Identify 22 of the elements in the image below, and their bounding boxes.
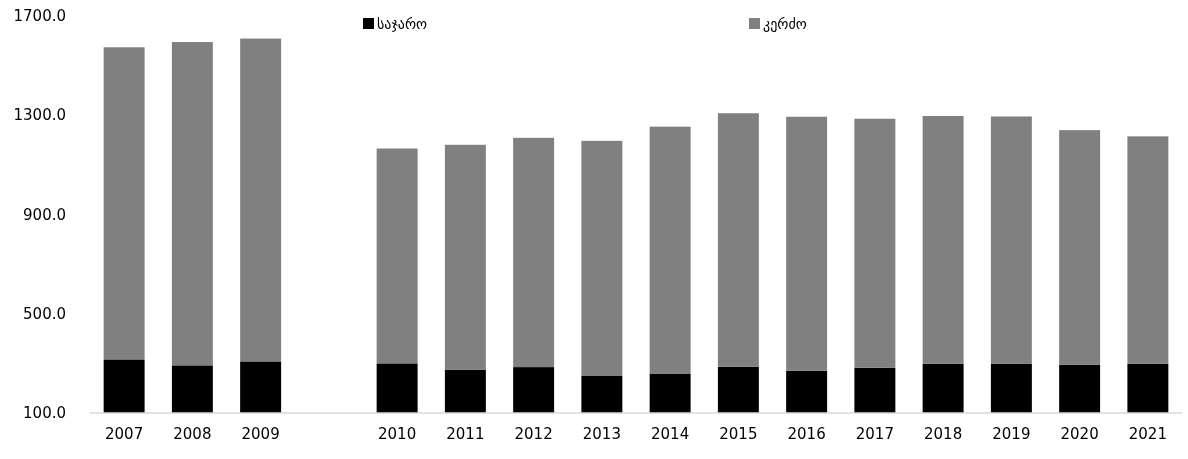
legend-label: კერძო — [763, 16, 807, 32]
y-tick-label: 1300.0 — [13, 106, 66, 125]
x-tick-label: 2007 — [105, 425, 144, 443]
x-tick-label: 2017 — [855, 425, 894, 443]
x-tick-label: 2011 — [446, 425, 485, 443]
x-tick-label: 2019 — [992, 425, 1031, 443]
y-tick-label: 500.0 — [23, 304, 66, 323]
x-tick-label: 2009 — [241, 425, 280, 443]
x-tick-label: 2013 — [582, 425, 621, 443]
x-tick-label: 2018 — [924, 425, 963, 443]
x-tick-label: 2012 — [514, 425, 553, 443]
x-tick-label: 2016 — [787, 425, 826, 443]
x-tick-label: 2020 — [1060, 425, 1099, 443]
y-tick-label: 1700.0 — [13, 7, 66, 25]
x-tick-label: 2015 — [719, 425, 758, 443]
y-tick-label: 100.0 — [23, 404, 66, 422]
y-tick-label: 900.0 — [23, 205, 66, 224]
x-tick-label: 2021 — [1128, 425, 1167, 443]
legend-label: საჯარო — [377, 16, 428, 32]
x-tick-label: 2010 — [378, 425, 417, 443]
x-tick-label: 2014 — [651, 425, 690, 443]
x-tick-label: 2008 — [173, 425, 212, 443]
